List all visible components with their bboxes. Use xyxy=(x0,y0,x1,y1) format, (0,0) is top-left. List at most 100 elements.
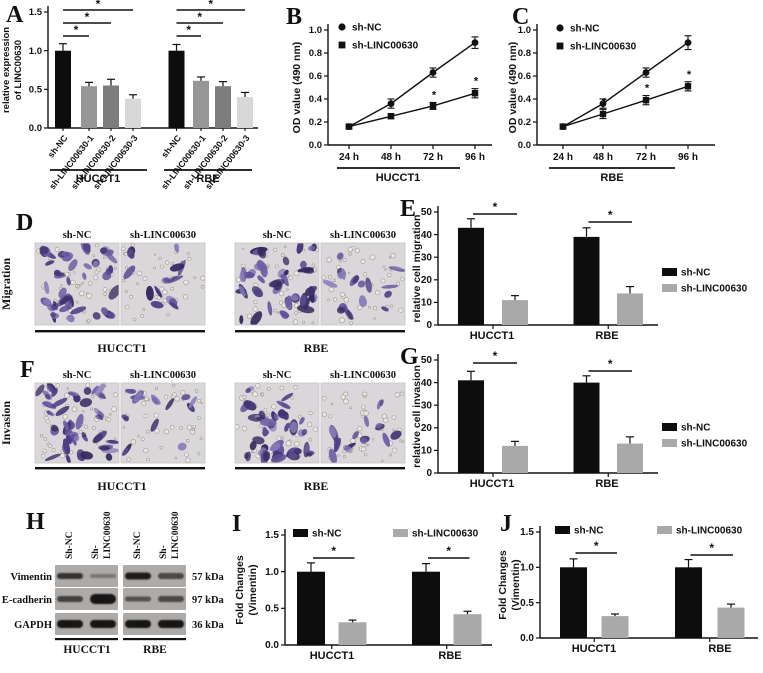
sig-asterisk: * xyxy=(197,10,202,24)
bar-HUCCT1-2 xyxy=(103,85,119,128)
legend-swatch-sh-LINC00630 xyxy=(393,529,408,537)
chart-c-svg: 0.0 0.2 0.4 0.6 0.8 1.0 OD value (490 nm) 24 h 4… xyxy=(507,24,715,184)
x-category-label: sh-NC xyxy=(46,133,70,160)
panel-b-line-chart: 0.0 0.2 0.4 0.6 0.8 1.0 OD value (490 nm) 24 h 4… xyxy=(280,0,522,192)
group-label: HUCCT1 xyxy=(470,330,515,342)
group-label: RBE xyxy=(595,478,618,490)
y-tick-label: 10 xyxy=(421,298,433,309)
panel-e-bar-chart: 0 10 20 30 40 50 relative cell migration HUCCT1… xyxy=(400,192,763,347)
group-label: RBE xyxy=(196,173,219,185)
legend-swatch-sh-NC xyxy=(662,423,677,431)
panel-i-letter: I xyxy=(232,511,242,537)
x-tick-label: 24 h xyxy=(339,152,359,163)
column-label: sh-NC xyxy=(263,230,292,241)
y-axis-label: (Vimentin) xyxy=(247,564,259,615)
y-tick-label: 50 xyxy=(421,207,433,218)
legend-label: sh-NC xyxy=(574,526,603,537)
panel-h-western-blot: Sh-NC Sh- LINC00630 Sh-NC Sh- LINC00630 Viment… xyxy=(0,497,230,673)
cell-line-label: RBE xyxy=(143,644,167,656)
bar-HUCCT1-0 xyxy=(458,380,484,473)
bar-HUCCT1-3 xyxy=(125,98,141,128)
bar-HUCCT1-1 xyxy=(502,445,528,473)
protein-label: E-cadherin xyxy=(2,595,52,606)
marker-square xyxy=(429,102,437,110)
y-axis-label: OD value (490 nm) xyxy=(291,42,303,134)
sig-asterisk: * xyxy=(608,208,613,222)
column-label: sh-LINC00630 xyxy=(330,230,396,241)
group-label: RBE xyxy=(708,643,731,655)
panel-g-letter: G xyxy=(400,344,419,370)
bar-RBE-1 xyxy=(717,607,745,638)
legend-label: sh-NC xyxy=(352,23,381,34)
y-axis-label: relative expression xyxy=(1,27,12,113)
legend-swatch-sh-NC xyxy=(293,529,308,537)
sig-asterisk: * xyxy=(85,10,90,24)
marker-circle xyxy=(471,39,479,46)
bar-RBE-1 xyxy=(617,293,643,325)
group-label: HUCCT1 xyxy=(470,478,515,490)
cell-line-label: HUCCT1 xyxy=(97,479,146,490)
panel-a-letter: A xyxy=(6,2,24,28)
panel-h-letter: H xyxy=(26,509,45,535)
y-tick-label: 0.0 xyxy=(309,140,322,151)
molecular-weight-label: 97 kDa xyxy=(192,595,225,606)
y-tick-label: 40 xyxy=(421,230,433,241)
protein-band xyxy=(125,620,151,628)
chart-j-svg: 0.0 0.5 1.0 1.5 Fold Changes (Vimentin) HUCCT1… xyxy=(498,526,758,655)
legend-label: sh-LINC00630 xyxy=(352,41,419,52)
cell-line-label: RBE xyxy=(600,172,623,184)
legend-swatch-sh-LINC00630 xyxy=(657,526,672,534)
x-category-label: sh-NC xyxy=(159,133,183,160)
sig-asterisk: * xyxy=(331,544,336,558)
row-label: Invasion xyxy=(0,401,13,445)
transwell-image xyxy=(321,383,405,463)
bar-RBE-0 xyxy=(412,571,440,645)
x-tick-label: 48 h xyxy=(593,152,613,163)
bar-HUCCT1-1 xyxy=(338,622,367,645)
cell-line-label: RBE xyxy=(304,479,329,490)
chart-i-svg: 0.0 0.5 1.0 1.5 Fold Changes (Vimentin) HUCCT1… xyxy=(234,529,492,662)
sig-asterisk: * xyxy=(493,349,498,363)
blot-strip xyxy=(55,588,118,610)
protein-band xyxy=(125,572,151,580)
column-label: sh-LINC00630 xyxy=(130,370,196,381)
marker-square xyxy=(599,110,607,118)
sig-asterisk: * xyxy=(709,541,714,555)
x-tick-label: 96 h xyxy=(465,152,485,163)
bar-RBE-0 xyxy=(573,382,600,473)
sig-asterisk: * xyxy=(432,89,437,101)
cell-line-label: HUCCT1 xyxy=(63,644,111,656)
marker-circle xyxy=(387,100,395,107)
lane-label: Sh-NC xyxy=(65,531,75,559)
group-label: HUCCT1 xyxy=(572,643,617,655)
panel-a-bar-chart: 0.0 0.5 1.0 1.5 relative expression of LINC00… xyxy=(0,0,266,200)
group-label: HUCCT1 xyxy=(76,173,121,185)
bar-RBE-1 xyxy=(193,80,209,128)
y-tick-label: 0.2 xyxy=(518,117,531,128)
y-tick-label: 0.4 xyxy=(309,94,323,105)
protein-band xyxy=(57,620,83,628)
blot-strip xyxy=(123,565,186,587)
legend-label: sh-LINC00630 xyxy=(412,529,479,540)
y-tick-label: 0.4 xyxy=(518,94,532,105)
sig-asterisk: * xyxy=(645,83,650,95)
bar-RBE-2 xyxy=(215,86,231,128)
y-tick-label: 0 xyxy=(426,468,432,479)
legend-label: sh-NC xyxy=(570,24,599,35)
sig-asterisk: * xyxy=(687,69,692,81)
panel-f-invasion-images: Invasion sh-NC sh-LINC00630 sh-NC sh-LINC006… xyxy=(0,345,412,490)
y-tick-label: 1.0 xyxy=(520,563,534,574)
marker-circle xyxy=(684,39,692,46)
marker-square xyxy=(387,113,395,120)
y-tick-label: 20 xyxy=(421,423,433,434)
group-label: RBE xyxy=(438,650,461,662)
cell-line-label: RBE xyxy=(304,341,329,352)
protein-band xyxy=(90,594,116,604)
lane-label: Sh-NC xyxy=(133,531,143,559)
legend-label: sh-NC xyxy=(681,268,710,279)
bar-HUCCT1-0 xyxy=(297,571,325,645)
panel-e-letter: E xyxy=(400,196,417,222)
protein-label: Vimentin xyxy=(10,572,52,583)
marker-square xyxy=(559,123,567,130)
